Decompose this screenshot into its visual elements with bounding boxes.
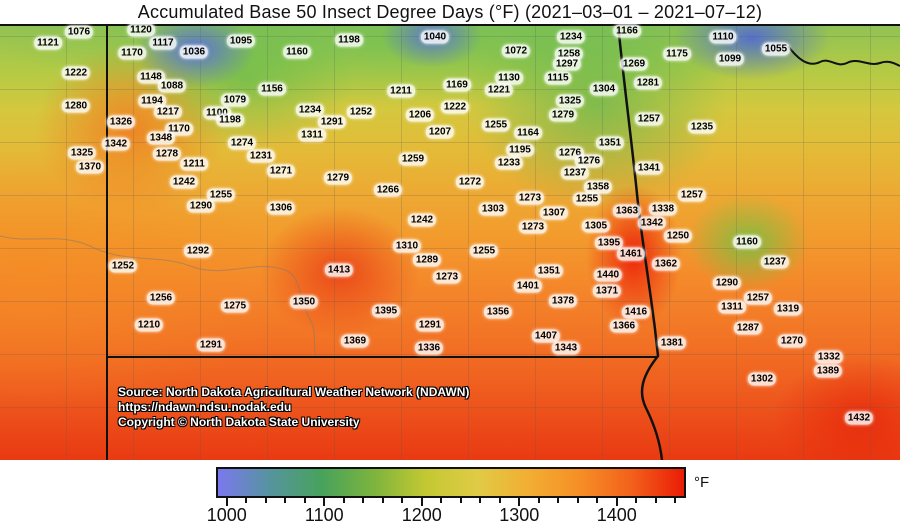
colorbar-tick-label: 1400	[596, 505, 637, 525]
colorbar-tick	[284, 498, 287, 503]
colorbar-tick	[420, 498, 423, 506]
colorbar-tick	[615, 498, 618, 506]
colorbar-tick	[381, 498, 384, 503]
colorbar-tick	[498, 498, 501, 503]
colorbar-tick	[264, 498, 267, 503]
colorbar-tick	[557, 498, 560, 503]
colorbar-tick	[245, 498, 248, 503]
colorbar-tick-label: 1200	[401, 505, 442, 525]
colorbar-tick	[440, 498, 443, 503]
colorbar-tick	[596, 498, 599, 503]
missouri-river-line	[0, 235, 317, 357]
source-url: https://ndawn.ndsu.nodak.edu	[118, 400, 292, 414]
colorbar-tick	[537, 498, 540, 503]
colorbar-tick	[576, 498, 579, 503]
source-credit: Source: North Dakota Agricultural Weathe…	[118, 385, 469, 430]
colorbar-tick	[225, 498, 228, 506]
colorbar-tick	[674, 498, 677, 503]
colorbar-unit-label: °F	[694, 474, 710, 491]
colorbar-tick	[362, 498, 365, 503]
degree-days-map: Source: North Dakota Agricultural Weathe…	[0, 24, 900, 460]
state-borders	[0, 24, 900, 460]
colorbar-tick	[342, 498, 345, 503]
colorbar-tick	[518, 498, 521, 506]
colorbar-tick	[635, 498, 638, 503]
copyright-line: Copyright © North Dakota State Universit…	[118, 415, 360, 429]
page-title: Accumulated Base 50 Insect Degree Days (…	[137, 2, 763, 22]
colorbar	[216, 467, 686, 498]
colorbar-tick-label: 1300	[499, 505, 540, 525]
colorbar-tick-label: 1000	[206, 505, 247, 525]
colorbar-tick-label: 1100	[304, 505, 344, 525]
northeast-river-line	[787, 45, 900, 67]
source-line: Source: North Dakota Agricultural Weathe…	[118, 385, 470, 399]
colorbar-tick	[323, 498, 326, 506]
colorbar-tick	[303, 498, 306, 503]
colorbar-tick	[479, 498, 482, 503]
colorbar-tick	[401, 498, 404, 503]
colorbar-tick	[654, 498, 657, 503]
red-river-border-line	[616, 24, 664, 460]
colorbar-tick	[459, 498, 462, 503]
